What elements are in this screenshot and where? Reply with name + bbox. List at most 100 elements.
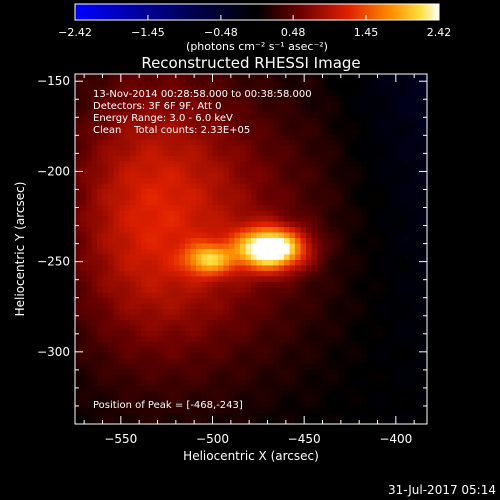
- heatmap-cell: [174, 265, 181, 272]
- heatmap-cell: [168, 347, 175, 354]
- heatmap-cell: [267, 117, 274, 124]
- heatmap-cell: [344, 150, 351, 157]
- heatmap-cell: [245, 221, 252, 228]
- heatmap-cell: [245, 199, 252, 206]
- heatmap-cell: [405, 303, 412, 310]
- heatmap-cell: [179, 106, 186, 113]
- heatmap-cell: [416, 309, 423, 316]
- heatmap-cell: [410, 407, 417, 414]
- heatmap-cell: [102, 166, 109, 174]
- heatmap-cell: [251, 84, 258, 92]
- heatmap-cell: [262, 281, 269, 288]
- heatmap-cell: [245, 112, 252, 119]
- heatmap-cell: [355, 320, 362, 327]
- heatmap-cell: [141, 134, 148, 141]
- heatmap-cell: [91, 276, 98, 283]
- heatmap-cell: [377, 221, 384, 228]
- heatmap-cell: [185, 292, 192, 299]
- heatmap-cell: [240, 249, 247, 256]
- heatmap-cell: [405, 177, 412, 184]
- heatmap-cell: [333, 363, 340, 370]
- heatmap-cell: [229, 270, 236, 277]
- heatmap-cell: [240, 320, 247, 327]
- heatmap-cell: [328, 117, 335, 124]
- heatmap-cell: [394, 227, 401, 234]
- heatmap-cell: [157, 352, 164, 359]
- heatmap-cell: [245, 358, 252, 365]
- y-tick-label: −150: [37, 74, 70, 88]
- heatmap-cell: [295, 347, 302, 354]
- heatmap-cell: [394, 243, 401, 250]
- heatmap-cell: [179, 281, 186, 288]
- heatmap-cell: [174, 79, 181, 86]
- heatmap-cell: [196, 363, 203, 370]
- heatmap-cell: [86, 238, 93, 245]
- heatmap-cell: [124, 402, 131, 409]
- heatmap-cell: [75, 303, 82, 310]
- heatmap-cell: [300, 243, 307, 250]
- heatmap-cell: [86, 254, 93, 261]
- heatmap-cell: [196, 369, 203, 376]
- heatmap-cell: [102, 183, 109, 190]
- heatmap-cell: [410, 396, 417, 403]
- heatmap-cell: [146, 221, 153, 228]
- heatmap-cell: [273, 150, 280, 157]
- heatmap-cell: [86, 112, 93, 119]
- heatmap-cell: [317, 358, 324, 365]
- heatmap-cell: [75, 407, 82, 414]
- heatmap-cell: [91, 270, 98, 277]
- heatmap-cell: [245, 352, 252, 359]
- heatmap-cell: [196, 106, 203, 113]
- heatmap-cell: [97, 380, 104, 387]
- heatmap-cell: [201, 134, 208, 141]
- heatmap-cell: [119, 79, 126, 86]
- heatmap-cell: [295, 320, 302, 327]
- heatmap-cell: [383, 303, 390, 310]
- heatmap-cell: [168, 396, 175, 403]
- heatmap-cell: [179, 254, 186, 261]
- heatmap-cell: [306, 314, 313, 321]
- heatmap-cell: [333, 380, 340, 387]
- heatmap-cell: [339, 238, 346, 245]
- heatmap-cell: [229, 249, 236, 256]
- heatmap-cell: [328, 341, 335, 349]
- heatmap-cell: [119, 74, 126, 81]
- heatmap-cell: [251, 396, 258, 403]
- heatmap-cell: [372, 281, 379, 288]
- heatmap-cell: [80, 161, 87, 168]
- heatmap-cell: [410, 210, 417, 217]
- heatmap-cell: [97, 117, 104, 124]
- heatmap-cell: [284, 369, 291, 376]
- heatmap-cell: [405, 134, 412, 141]
- heatmap-cell: [80, 309, 87, 316]
- heatmap-cell: [405, 243, 412, 250]
- heatmap-cell: [388, 303, 395, 310]
- heatmap-cell: [234, 259, 241, 267]
- heatmap-cell: [141, 74, 148, 81]
- heatmap-cell: [75, 84, 82, 92]
- heatmap-cell: [322, 259, 329, 267]
- heatmap-cell: [306, 309, 313, 316]
- heatmap-cell: [196, 199, 203, 206]
- heatmap-cell: [399, 123, 406, 130]
- heatmap-cell: [344, 407, 351, 414]
- heatmap-cell: [146, 336, 153, 343]
- heatmap-cell: [284, 385, 291, 392]
- heatmap-cell: [328, 325, 335, 332]
- heatmap-cell: [141, 259, 148, 267]
- heatmap-cell: [223, 161, 230, 168]
- heatmap-cell: [278, 194, 285, 201]
- heatmap-cell: [174, 199, 181, 206]
- heatmap-cell: [223, 331, 230, 338]
- heatmap-cell: [284, 139, 291, 146]
- heatmap-cell: [399, 418, 406, 424]
- heatmap-cell: [146, 79, 153, 86]
- heatmap-cell: [124, 298, 131, 305]
- heatmap-cell: [75, 183, 82, 190]
- heatmap-cell: [372, 156, 379, 163]
- heatmap-cell: [399, 172, 406, 179]
- heatmap-cell: [262, 90, 269, 97]
- heatmap-cell: [212, 380, 219, 387]
- heatmap-cell: [267, 205, 274, 212]
- heatmap-cell: [344, 205, 351, 212]
